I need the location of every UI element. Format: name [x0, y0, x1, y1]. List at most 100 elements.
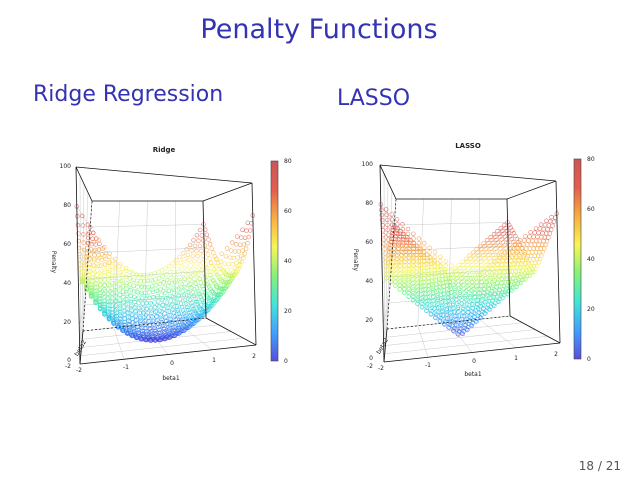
surface-point — [97, 270, 102, 276]
surface-point — [474, 247, 479, 252]
surface-point — [189, 268, 194, 273]
surface-point — [422, 245, 427, 250]
surface-point — [472, 290, 477, 295]
surface-point — [199, 233, 204, 238]
surface-point — [390, 232, 396, 237]
surface-point — [443, 263, 448, 268]
surface-point — [175, 306, 180, 311]
page-number: 18 / 21 — [578, 459, 621, 473]
surface-point — [410, 289, 416, 294]
surface-point — [192, 258, 197, 264]
surface-point — [145, 334, 151, 340]
surface-point — [151, 295, 156, 300]
slide-title: Penalty Functions — [200, 14, 438, 45]
surface-point — [148, 338, 154, 343]
surface-point — [155, 295, 160, 301]
surface-point — [81, 247, 87, 253]
surface-point — [397, 263, 402, 269]
surface-point — [147, 330, 152, 335]
surface-point — [192, 311, 198, 316]
surface-point — [406, 267, 412, 273]
x-tick-label: -2 — [378, 365, 384, 372]
surface-point — [531, 234, 536, 239]
surface-point — [544, 231, 549, 236]
surface-point — [167, 269, 173, 275]
surface-point — [117, 308, 123, 313]
surface-point — [220, 273, 225, 279]
y-tick-label: -2 — [65, 363, 71, 370]
surface-point — [222, 270, 227, 275]
surface-point — [522, 238, 527, 243]
surface-point — [537, 250, 542, 255]
surface-point — [502, 266, 508, 271]
surface-point — [424, 308, 429, 314]
surface-point — [540, 230, 545, 236]
surface-point — [222, 261, 228, 266]
surface-point — [406, 241, 411, 246]
surface-point — [489, 237, 494, 243]
surface-point — [166, 329, 171, 334]
surface-point — [387, 251, 392, 256]
surface-point — [107, 314, 112, 319]
surface-point — [227, 255, 233, 260]
surface-point — [180, 304, 185, 310]
box-edge — [383, 328, 388, 363]
surface-point — [97, 287, 103, 293]
surface-point — [155, 321, 161, 326]
surface-point — [421, 271, 426, 277]
surface-point — [466, 266, 471, 271]
y-axis-label: beta2 — [73, 339, 88, 358]
surface-point — [113, 261, 119, 266]
surface-point — [120, 278, 125, 283]
surface-point — [141, 331, 146, 337]
surface-point — [107, 260, 113, 265]
surface-point — [156, 330, 162, 336]
colorbar-tick-label: 80 — [284, 158, 292, 165]
surface-point — [488, 235, 493, 240]
surface-point — [139, 291, 144, 297]
box-edge — [79, 344, 257, 365]
surface-point — [134, 289, 139, 294]
surface-point — [477, 307, 482, 312]
surface-point — [98, 301, 103, 307]
surface-point — [457, 326, 462, 331]
surface-point — [139, 284, 145, 289]
surface-point — [153, 277, 158, 282]
surface-point — [402, 282, 407, 287]
surface-point — [93, 242, 98, 247]
surface-point — [224, 246, 230, 251]
surface-point — [476, 271, 481, 277]
surface-point — [209, 261, 214, 266]
surface-point — [432, 254, 438, 260]
surface-point — [477, 256, 482, 261]
surface-point — [496, 258, 501, 263]
surface-point — [117, 301, 122, 307]
surface-point — [499, 237, 504, 242]
surface-point — [205, 252, 211, 257]
surface-point — [134, 273, 140, 278]
surface-point — [481, 241, 486, 246]
surface-point — [84, 254, 89, 260]
surface-point — [232, 249, 238, 254]
surface-point — [131, 330, 136, 335]
surface-point — [386, 246, 392, 251]
surface-point — [429, 305, 434, 311]
surface-point — [118, 278, 123, 283]
surface-point — [177, 278, 182, 283]
surface-point — [107, 282, 113, 288]
surface-point — [107, 276, 113, 281]
surface-point — [88, 252, 93, 257]
surface-point — [191, 293, 196, 299]
surface-point — [472, 256, 478, 261]
surface-point — [492, 243, 497, 248]
colorbar: 0 20 40 60 80 — [270, 158, 292, 365]
surface-point — [392, 259, 397, 265]
surface-point — [93, 297, 98, 302]
surface-point — [216, 273, 221, 278]
surface-point — [489, 249, 495, 255]
surface-point — [383, 259, 388, 265]
surface-point — [470, 262, 475, 268]
surface-point — [396, 250, 401, 256]
surface-point — [395, 232, 401, 237]
surface-point — [219, 251, 224, 256]
